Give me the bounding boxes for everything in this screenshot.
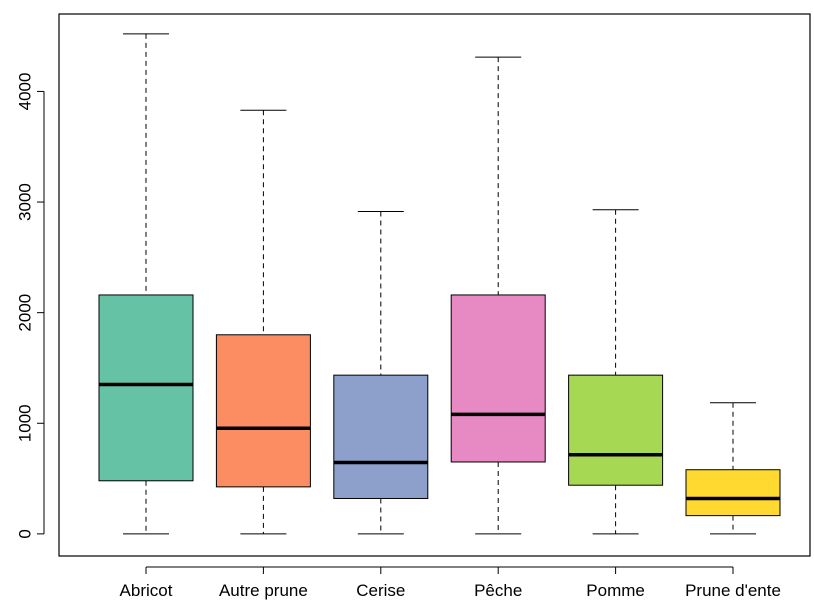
y-axis: 0 1000 2000 3000 4000	[16, 73, 45, 539]
box-group	[568, 209, 664, 535]
box-series	[98, 33, 781, 535]
y-tick-label: 1000	[16, 404, 35, 442]
box-iqr	[98, 294, 194, 482]
box-iqr	[215, 334, 311, 488]
x-tick-label: Autre prune	[219, 581, 308, 600]
box-iqr	[685, 469, 781, 517]
box-group	[215, 109, 311, 535]
box-iqr	[450, 294, 546, 463]
x-tick-label: Cerise	[356, 581, 405, 600]
x-tick-label: Abricot	[120, 581, 173, 600]
x-tick-label: Pomme	[586, 581, 645, 600]
x-tick-label: Prune d'ente	[685, 581, 781, 600]
box-iqr	[568, 374, 664, 486]
box-group	[333, 210, 429, 535]
box-group	[450, 56, 546, 535]
y-tick-label: 2000	[16, 294, 35, 332]
y-tick-label: 3000	[16, 183, 35, 221]
plot-frame	[58, 13, 811, 557]
x-tick-label: Pêche	[474, 581, 522, 600]
x-axis: Abricot Autre prune Cerise Pêche Pomme Prune …	[120, 566, 781, 600]
box-group	[685, 402, 781, 535]
box-group	[98, 33, 194, 535]
y-tick-label: 4000	[16, 73, 35, 111]
box-iqr	[333, 374, 429, 499]
y-tick-label: 0	[16, 529, 35, 538]
